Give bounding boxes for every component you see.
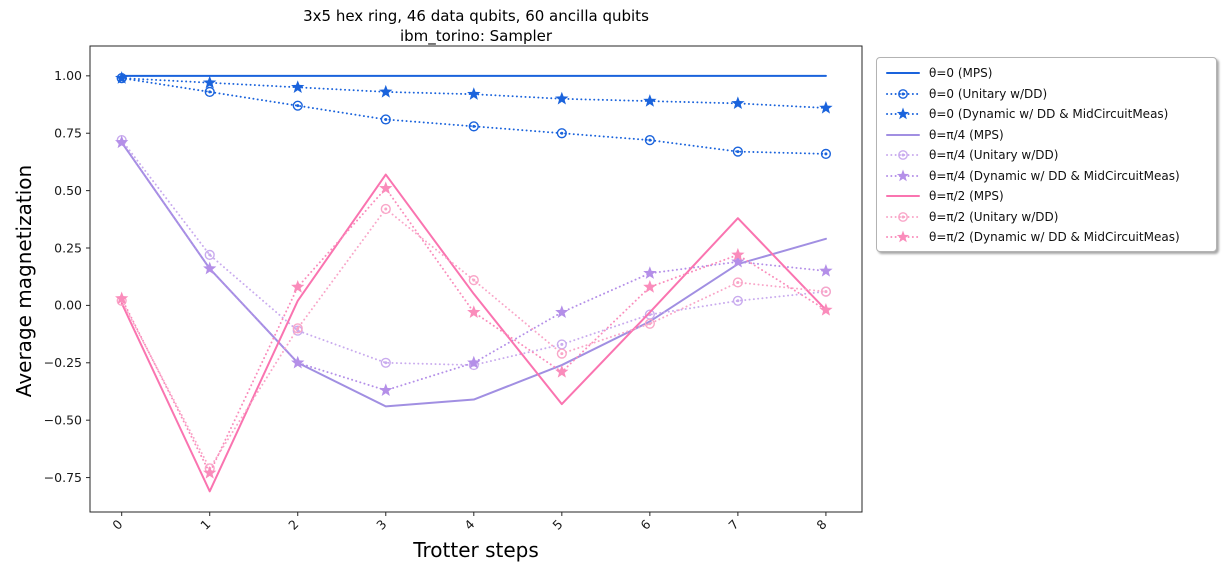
y-tick-label: −0.75	[44, 470, 82, 485]
legend-item-5: θ=π/4 (Dynamic w/ DD & MidCircuitMeas)	[884, 166, 1210, 186]
legend-line-sample	[886, 195, 920, 197]
series-2	[115, 71, 833, 114]
legend-label: θ=π/2 (MPS)	[929, 189, 1004, 203]
x-tick-label: 8	[813, 516, 829, 532]
legend: θ=0 (MPS) θ=0 (Unitary w/DD) θ=0 (Dynamic …	[876, 57, 1217, 252]
series-3	[120, 141, 827, 408]
legend-item-0: θ=0 (MPS)	[884, 63, 1210, 83]
legend-label: θ=π/2 (Unitary w/DD)	[929, 209, 1059, 224]
legend-label: θ=0 (MPS)	[929, 66, 993, 80]
legend-label: θ=π/2 (Dynamic w/ DD & MidCircuitMeas)	[929, 230, 1180, 244]
series-5	[115, 135, 833, 396]
legend-item-6: θ=π/2 (MPS)	[884, 186, 1210, 206]
y-tick-label: −0.50	[44, 412, 82, 427]
legend-line-sample	[886, 72, 920, 74]
series-8	[115, 181, 833, 479]
series-4	[116, 135, 832, 371]
chart-title-line1: 3x5 hex ring, 46 data qubits, 60 ancilla…	[303, 7, 649, 25]
legend-item-4: θ=π/4 (Unitary w/DD)	[884, 145, 1210, 165]
legend-label: θ=π/4 (Unitary w/DD)	[929, 148, 1059, 162]
legend-label: θ=π/4 (Dynamic w/ DD & MidCircuitMeas)	[929, 168, 1180, 183]
y-tick-label: 1.00	[54, 68, 82, 83]
chart-title: 3x5 hex ring, 46 data qubits, 60 ancilla…	[90, 7, 862, 47]
legend-item-8: θ=π/2 (Dynamic w/ DD & MidCircuitMeas)	[884, 227, 1210, 247]
axes-frame	[89, 45, 863, 513]
legend-circle-sample	[886, 150, 920, 160]
legend-circle-sample	[886, 88, 920, 99]
x-tick-label: 1	[197, 517, 213, 533]
x-tick-label: 0	[109, 516, 125, 532]
legend-circle-sample	[886, 211, 920, 222]
legend-item-2: θ=0 (Dynamic w/ DD & MidCircuitMeas)	[884, 104, 1210, 124]
x-axis-label: Trotter steps	[413, 538, 539, 562]
y-tick-label: 0.25	[54, 240, 82, 255]
legend-label: θ=0 (Dynamic w/ DD & MidCircuitMeas)	[929, 107, 1169, 121]
x-tick-label: 7	[725, 517, 741, 533]
legend-line-sample	[886, 133, 920, 136]
y-tick-label: 0.00	[54, 298, 82, 313]
legend-item-7: θ=π/2 (Unitary w/DD)	[884, 207, 1210, 227]
x-tick-label: 2	[285, 517, 301, 533]
chart-title-line2: ibm_torino: Sampler	[399, 26, 553, 45]
series-7	[116, 203, 832, 474]
x-tick-label: 6	[637, 516, 653, 532]
legend-star-sample	[886, 169, 920, 181]
y-tick-label: 0.75	[54, 126, 82, 141]
x-axis-ticks: 0 1 2 3 4 5 6 7 8	[109, 512, 830, 533]
x-tick-label: 4	[461, 516, 477, 532]
legend-label: θ=0 (Unitary w/DD)	[929, 86, 1048, 101]
x-tick-label: 5	[549, 517, 565, 533]
legend-item-1: θ=0 (Unitary w/DD)	[884, 84, 1210, 104]
legend-star-sample	[886, 230, 920, 243]
x-tick-label: 3	[373, 517, 389, 533]
series-6	[120, 173, 827, 493]
legend-label: θ=π/4 (MPS)	[929, 127, 1004, 142]
y-axis-label: Average magnetization	[12, 164, 36, 398]
y-tick-label: 0.50	[54, 183, 82, 198]
series-1	[116, 73, 832, 159]
y-tick-label: −0.25	[44, 355, 82, 370]
legend-star-sample	[886, 107, 920, 120]
y-axis-ticks: 1.00 0.75 0.50 0.25 0.00 −0.25 −0.50 −0.75	[44, 68, 90, 485]
legend-item-3: θ=π/4 (MPS)	[884, 125, 1210, 145]
